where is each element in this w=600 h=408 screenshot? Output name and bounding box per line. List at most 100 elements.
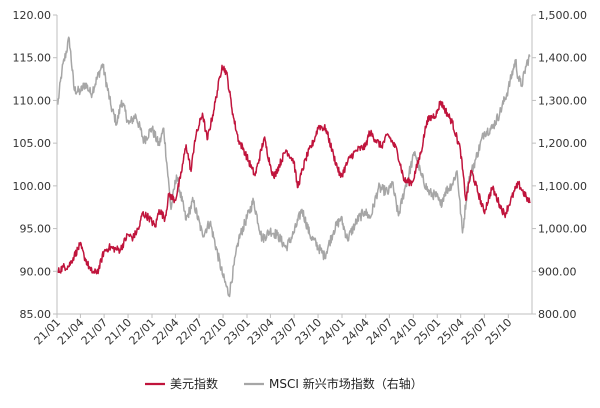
msci-em-point-40 bbox=[370, 217, 371, 218]
msci-em-point-9 bbox=[116, 123, 117, 124]
series-line-usd-index bbox=[57, 64, 531, 275]
series-line-msci-em-index bbox=[57, 36, 531, 298]
msci-em-point-61 bbox=[515, 59, 516, 60]
usd-index-point-42 bbox=[297, 187, 298, 188]
legend-label-msci-em-index: MSCI 新兴市场指数（右轴） bbox=[269, 376, 423, 391]
usd-index-point-68 bbox=[499, 204, 500, 205]
usd-index-point-15 bbox=[139, 225, 140, 226]
msci-em-point-28 bbox=[270, 230, 271, 231]
usd-index-point-2 bbox=[68, 266, 69, 267]
legend-label-usd-index: 美元指数 bbox=[170, 376, 218, 391]
msci-em-point-13 bbox=[143, 140, 144, 141]
msci-em-point-46 bbox=[414, 151, 415, 152]
usd-index-point-25 bbox=[190, 171, 191, 172]
usd-index-point-51 bbox=[365, 146, 366, 147]
msci-em-point-59 bbox=[499, 113, 500, 114]
series-group-0 bbox=[57, 64, 531, 275]
msci-em-point-62 bbox=[517, 76, 518, 77]
msci-em-point-36 bbox=[340, 217, 341, 218]
msci-em-point-22 bbox=[209, 222, 210, 223]
msci-em-point-20 bbox=[193, 200, 194, 201]
y-right-tick-label: 1,400.00 bbox=[538, 52, 587, 65]
usd-index-point-7 bbox=[94, 272, 95, 273]
msci-em-point-24 bbox=[228, 294, 229, 295]
msci-em-point-15 bbox=[158, 145, 159, 146]
msci-em-point-27 bbox=[262, 239, 263, 240]
msci-em-point-29 bbox=[277, 234, 278, 235]
usd-index-point-26 bbox=[194, 140, 195, 141]
msci-em-point-7 bbox=[102, 64, 103, 65]
usd-index-point-14 bbox=[132, 237, 133, 238]
msci-em-point-35 bbox=[333, 230, 334, 231]
usd-index-point-10 bbox=[108, 247, 109, 248]
usd-index-point-33 bbox=[238, 140, 239, 141]
msci-em-point-65 bbox=[530, 55, 531, 56]
usd-index-point-59 bbox=[426, 120, 427, 121]
y-right-tick-label: 800.00 bbox=[538, 308, 577, 321]
usd-index-point-4 bbox=[80, 244, 81, 245]
usd-index-point-12 bbox=[120, 249, 121, 250]
usd-index-point-64 bbox=[465, 200, 466, 201]
msci-em-point-47 bbox=[421, 175, 422, 176]
y-left-tick-label: 110.00 bbox=[13, 94, 52, 107]
y-right-tick-label: 1,200.00 bbox=[538, 137, 587, 150]
usd-index-point-66 bbox=[484, 212, 485, 213]
usd-index-point-34 bbox=[243, 149, 244, 150]
usd-index-point-36 bbox=[254, 175, 255, 176]
msci-em-point-12 bbox=[135, 115, 136, 116]
usd-index-point-61 bbox=[440, 101, 441, 102]
usd-index-point-71 bbox=[518, 184, 519, 185]
legend: 美元指数 MSCI 新兴市场指数（右轴） bbox=[145, 376, 423, 391]
usd-index-point-47 bbox=[333, 155, 334, 156]
usd-index-point-57 bbox=[412, 182, 413, 183]
usd-index-point-35 bbox=[251, 168, 252, 169]
y-left-tick-label: 90.00 bbox=[20, 265, 52, 278]
usd-index-point-54 bbox=[387, 134, 388, 135]
msci-em-point-48 bbox=[428, 192, 429, 193]
msci-em-point-60 bbox=[507, 89, 508, 90]
msci-em-point-43 bbox=[391, 181, 392, 182]
usd-index-point-45 bbox=[318, 125, 319, 126]
msci-em-point-54 bbox=[462, 232, 463, 233]
y-right-tick-label: 1,300.00 bbox=[538, 94, 587, 107]
msci-em-point-50 bbox=[440, 204, 441, 205]
msci-em-point-38 bbox=[357, 219, 358, 220]
usd-index-point-8 bbox=[98, 269, 99, 270]
msci-em-point-51 bbox=[444, 192, 445, 193]
msci-em-point-42 bbox=[388, 192, 389, 193]
usd-index-point-39 bbox=[273, 177, 274, 178]
usd-index-point-17 bbox=[148, 217, 149, 218]
usd-index-point-18 bbox=[155, 226, 156, 227]
usd-index-point-19 bbox=[158, 209, 159, 210]
y-left-tick-label: 95.00 bbox=[20, 223, 52, 236]
series-layer bbox=[57, 36, 531, 298]
msci-em-point-30 bbox=[285, 247, 286, 248]
msci-em-point-2 bbox=[69, 38, 70, 39]
msci-em-point-16 bbox=[163, 128, 164, 129]
usd-index-point-20 bbox=[164, 218, 165, 219]
usd-index-point-3 bbox=[74, 255, 75, 256]
usd-index-point-50 bbox=[357, 149, 358, 150]
msci-em-point-56 bbox=[475, 157, 476, 158]
usd-index-point-5 bbox=[83, 255, 84, 256]
y-right-tick-label: 1,100.00 bbox=[538, 180, 587, 193]
usd-index-point-37 bbox=[264, 137, 265, 138]
y-right-tick-label: 900.00 bbox=[538, 265, 577, 278]
usd-index-point-11 bbox=[115, 248, 116, 249]
y-left-tick-label: 85.00 bbox=[20, 308, 52, 321]
usd-index-point-44 bbox=[313, 140, 314, 141]
msci-em-point-44 bbox=[398, 215, 399, 216]
usd-index-point-22 bbox=[175, 200, 176, 201]
y-left-tick-label: 120.00 bbox=[13, 9, 52, 22]
usd-index-point-73 bbox=[530, 202, 531, 203]
usd-index-point-67 bbox=[492, 187, 493, 188]
series-group-1 bbox=[57, 36, 531, 298]
msci-em-point-31 bbox=[293, 232, 294, 233]
msci-em-point-53 bbox=[456, 170, 457, 171]
usd-index-point-56 bbox=[404, 180, 405, 181]
usd-index-point-43 bbox=[305, 158, 306, 159]
msci-em-point-5 bbox=[85, 83, 86, 84]
usd-index-point-53 bbox=[381, 146, 382, 147]
msci-em-point-37 bbox=[347, 239, 348, 240]
